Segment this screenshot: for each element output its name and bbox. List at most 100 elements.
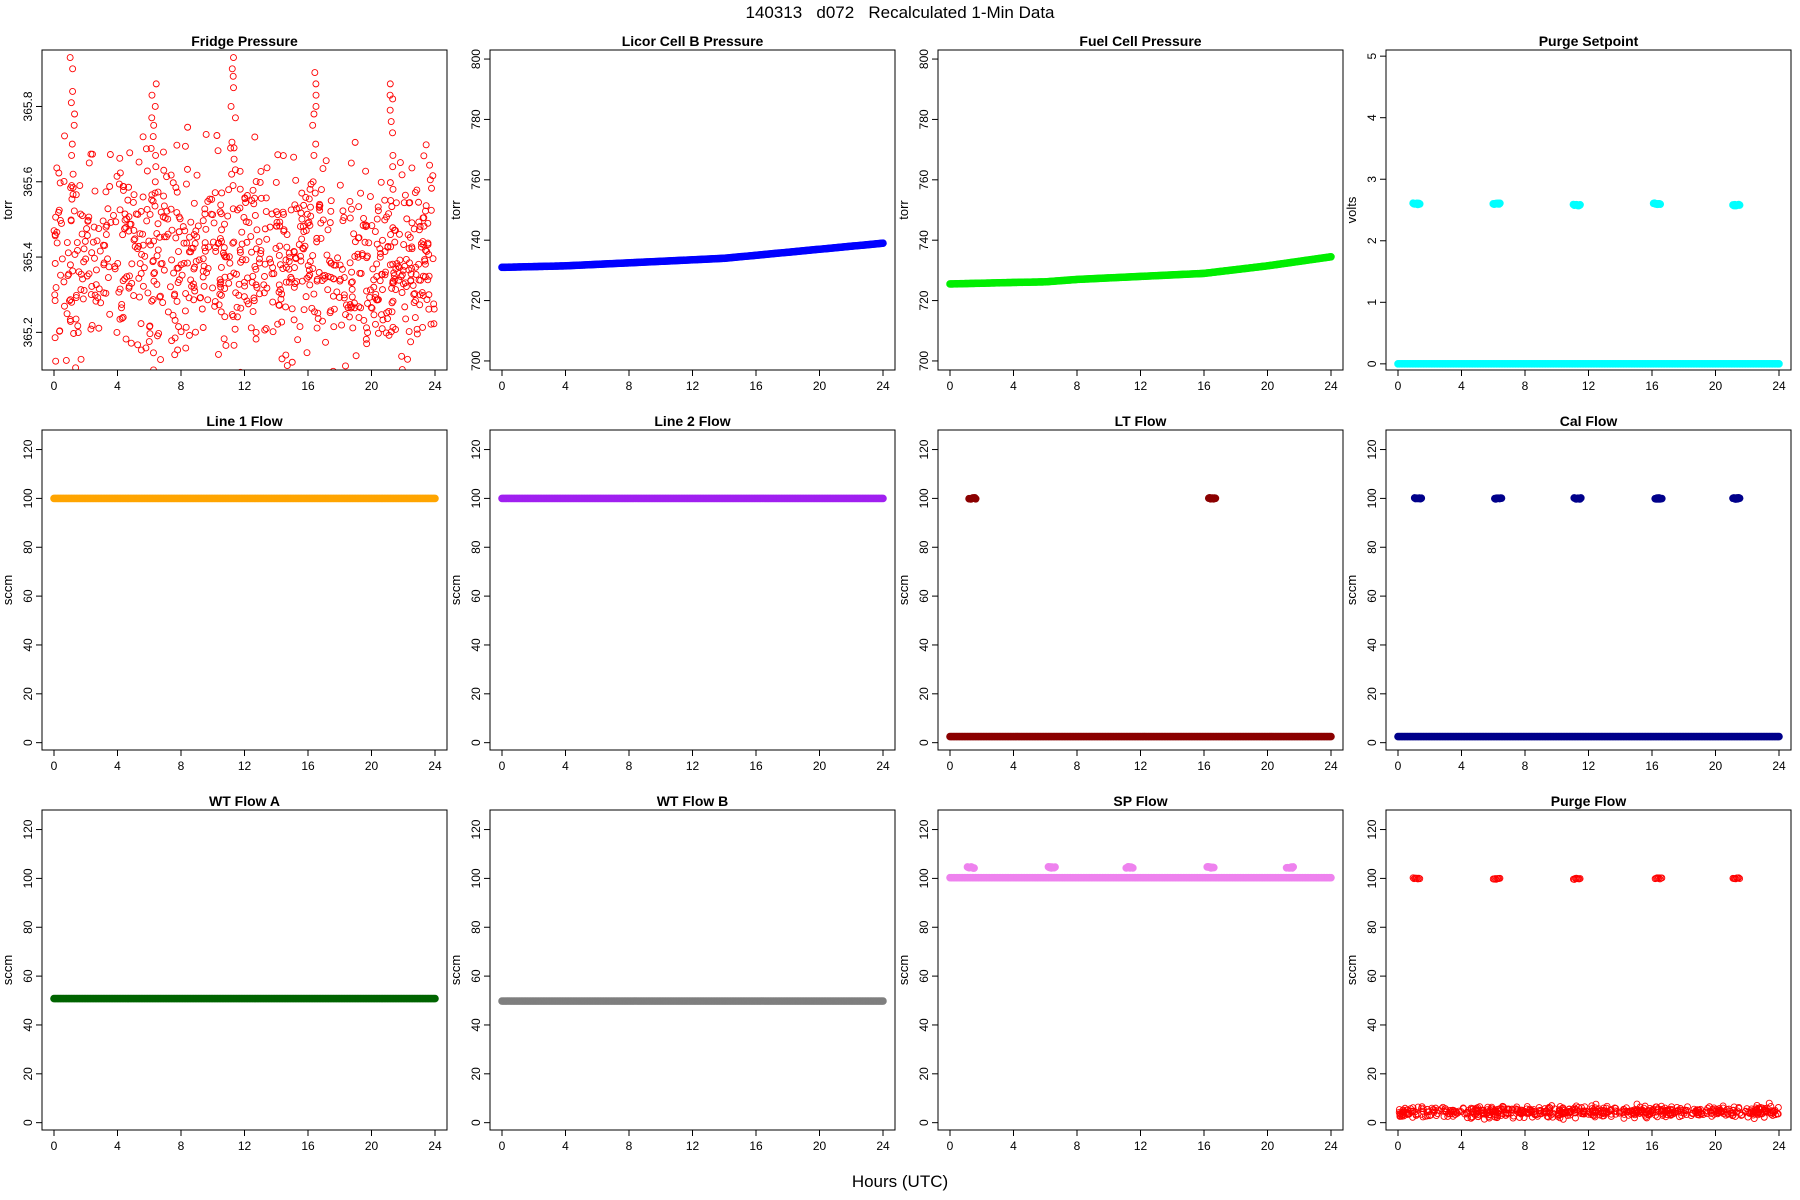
data-point bbox=[1526, 1105, 1534, 1113]
data-point bbox=[66, 316, 74, 323]
data-point bbox=[410, 299, 418, 307]
data-point bbox=[1507, 1109, 1515, 1117]
y-tick-label: 720 bbox=[469, 290, 483, 310]
data-point bbox=[315, 269, 323, 276]
x-tick-label: 16 bbox=[301, 1139, 315, 1153]
data-point bbox=[401, 191, 409, 199]
data-point bbox=[415, 198, 422, 206]
data-point bbox=[70, 121, 78, 129]
data-point bbox=[1699, 1111, 1707, 1118]
chart-panel: LT Flow sccm 0 4 8 12 16 20 24 0 20 40 60 80 100 120 bbox=[896, 413, 1344, 773]
data-point bbox=[283, 243, 291, 251]
data-point bbox=[295, 241, 303, 248]
data-point bbox=[102, 188, 110, 196]
y-axis-label: sccm bbox=[448, 575, 463, 605]
data-point bbox=[68, 182, 76, 189]
data-point bbox=[389, 323, 397, 331]
x-tick-label: 16 bbox=[1645, 759, 1659, 773]
data-point bbox=[69, 87, 77, 95]
data-point bbox=[252, 245, 260, 253]
data-point bbox=[1576, 200, 1584, 209]
data-point bbox=[1051, 863, 1059, 871]
data-point bbox=[304, 219, 312, 227]
data-point bbox=[971, 494, 980, 503]
data-point bbox=[1210, 863, 1218, 872]
data-point bbox=[69, 170, 77, 178]
data-point bbox=[302, 293, 310, 301]
y-tick-label: 120 bbox=[21, 439, 35, 459]
data-point bbox=[150, 277, 158, 285]
y-tick-label: 0 bbox=[1365, 739, 1379, 746]
data-point bbox=[72, 364, 80, 370]
data-point bbox=[196, 294, 204, 302]
data-point bbox=[149, 296, 157, 304]
data-point bbox=[61, 132, 68, 140]
data-point bbox=[1493, 1113, 1501, 1121]
data-point bbox=[297, 223, 304, 230]
data-point bbox=[232, 289, 240, 297]
data-point bbox=[52, 357, 60, 365]
data-point bbox=[1504, 1109, 1512, 1117]
chart-title: WT Flow B bbox=[657, 793, 729, 809]
data-point bbox=[354, 253, 362, 261]
data-point bbox=[1658, 494, 1666, 503]
data-point bbox=[217, 210, 225, 218]
data-points bbox=[498, 494, 887, 503]
data-point bbox=[150, 121, 158, 129]
data-point bbox=[116, 154, 124, 162]
data-point bbox=[155, 329, 163, 337]
data-point bbox=[137, 346, 145, 354]
data-point bbox=[152, 163, 160, 171]
data-point bbox=[306, 221, 314, 229]
data-point bbox=[143, 167, 151, 175]
data-point bbox=[135, 158, 143, 166]
data-point bbox=[340, 294, 348, 302]
data-point bbox=[181, 142, 189, 150]
data-point bbox=[56, 179, 64, 187]
data-point bbox=[313, 238, 321, 246]
data-point bbox=[186, 233, 194, 241]
data-point bbox=[185, 294, 193, 302]
data-point bbox=[298, 189, 306, 197]
data-point bbox=[1620, 1105, 1628, 1113]
data-point bbox=[319, 165, 327, 173]
data-point bbox=[398, 289, 406, 296]
data-point bbox=[171, 334, 179, 342]
data-point bbox=[423, 296, 431, 304]
data-point bbox=[216, 235, 224, 243]
y-tick-label: 100 bbox=[21, 868, 35, 888]
data-point bbox=[100, 289, 108, 297]
x-tick-label: 16 bbox=[749, 759, 763, 773]
data-point bbox=[152, 151, 160, 159]
data-point bbox=[314, 309, 322, 317]
data-point bbox=[312, 103, 320, 110]
data-point bbox=[401, 303, 409, 311]
data-point bbox=[211, 302, 219, 310]
data-points bbox=[946, 863, 1335, 882]
data-point bbox=[1775, 360, 1783, 368]
data-point bbox=[404, 355, 411, 363]
data-point bbox=[398, 352, 406, 360]
data-point bbox=[363, 287, 371, 295]
data-point bbox=[373, 240, 381, 248]
data-point bbox=[411, 314, 419, 322]
data-point bbox=[119, 186, 127, 194]
data-point bbox=[230, 84, 237, 92]
x-tick-label: 12 bbox=[1134, 379, 1148, 393]
x-tick-label: 20 bbox=[365, 1139, 379, 1153]
data-point bbox=[348, 205, 355, 213]
data-point bbox=[272, 245, 280, 252]
data-point bbox=[355, 203, 363, 211]
y-tick-label: 40 bbox=[917, 638, 931, 652]
data-point bbox=[1395, 1108, 1403, 1116]
data-point bbox=[216, 208, 224, 216]
x-tick-label: 8 bbox=[626, 379, 633, 393]
data-points bbox=[1395, 874, 1782, 1123]
data-point bbox=[336, 261, 344, 269]
data-point bbox=[1541, 1105, 1549, 1113]
data-point bbox=[157, 356, 164, 364]
y-tick-label: 80 bbox=[469, 540, 483, 554]
data-point bbox=[427, 206, 435, 214]
data-point bbox=[92, 266, 100, 274]
